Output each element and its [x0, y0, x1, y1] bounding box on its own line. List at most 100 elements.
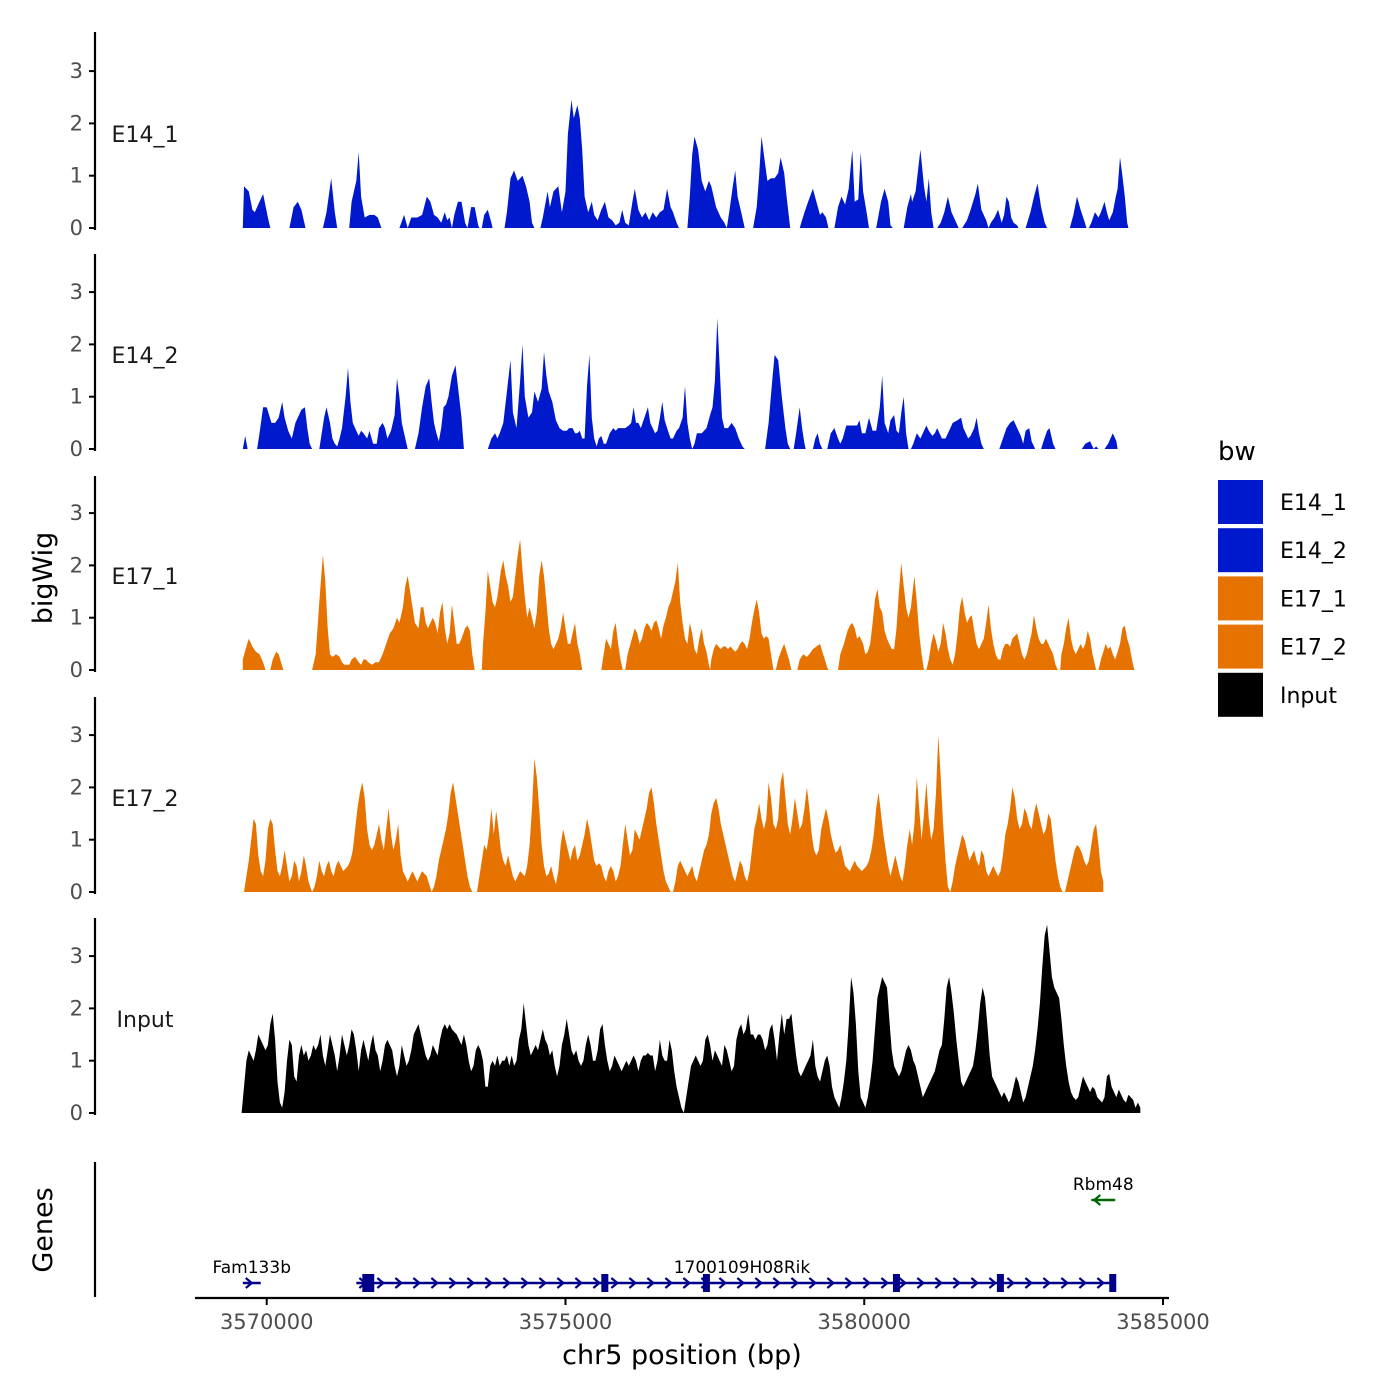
legend-key-E17_1: [1218, 576, 1263, 621]
strand-arrow: [1042, 1277, 1052, 1289]
track-E17_2: 0 1 2 3 E17_2: [70, 697, 1104, 904]
track-label: E14_2: [112, 344, 179, 369]
gene-label: 1700109H08Rik: [674, 1258, 811, 1278]
y-tick-label: 2: [70, 775, 83, 799]
strand-arrow: [646, 1277, 656, 1289]
y-tick-label: 1: [70, 828, 83, 852]
strand-arrow: [448, 1277, 458, 1289]
legend-label-E14_1: E14_1: [1280, 491, 1347, 516]
gene-label: Fam133b: [213, 1258, 291, 1278]
legend-key-E14_2: [1218, 528, 1263, 573]
exon: [362, 1274, 375, 1292]
track-E14_2: 0 1 2 3 E14_2: [70, 254, 1118, 461]
strand-arrow: [934, 1277, 944, 1289]
strand-arrow: [430, 1277, 440, 1289]
track-label: E14_1: [112, 123, 179, 148]
strand-arrow: [970, 1277, 980, 1289]
strand-arrow: [682, 1277, 692, 1289]
strand-arrow: [502, 1277, 512, 1289]
strand-arrow: [664, 1277, 674, 1289]
strand-arrow: [556, 1277, 566, 1289]
strand-arrow: [880, 1277, 890, 1289]
strand-arrow: [718, 1277, 728, 1289]
gene-1700109H08Rik: 1700109H08Rik: [356, 1258, 1117, 1292]
strand-arrow: [1096, 1277, 1106, 1289]
area-E14_1: [242, 99, 1129, 229]
x-tick-label: 3570000: [220, 1310, 314, 1334]
y-tick-label: 2: [70, 553, 83, 577]
genes-axis-title: Genes: [28, 1187, 59, 1272]
area-Input: [241, 924, 1141, 1113]
x-axis: 3570000 3575000 3580000 3585000: [195, 1296, 1210, 1334]
track-Input: 0 1 2 3 Input: [70, 918, 1141, 1125]
gene-track: Fam133b 1700109H08Rik Rbm48: [93, 1162, 1134, 1297]
track-E14_1: 0 1 2 3 E14_1: [70, 32, 1129, 240]
track-label: Input: [117, 1008, 174, 1033]
strand-arrow: [538, 1277, 548, 1289]
y-tick-label: 2: [70, 996, 83, 1020]
gene-Fam133b: Fam133b: [213, 1258, 291, 1289]
strand-arrow: [592, 1277, 602, 1289]
strand-arrow: [376, 1277, 386, 1289]
strand-arrow: [574, 1277, 584, 1289]
legend-label-E14_2: E14_2: [1280, 539, 1347, 564]
strand-arrow: [610, 1277, 620, 1289]
x-tick-label: 3580000: [817, 1310, 911, 1334]
y-tick-label: 0: [70, 216, 83, 240]
gene-Rbm48: Rbm48: [1073, 1175, 1134, 1206]
strand-arrow: [988, 1277, 998, 1289]
exon: [1109, 1274, 1117, 1292]
strand-arrow: [1006, 1277, 1016, 1289]
y-tick-label: 3: [70, 723, 83, 747]
area-E17_1: [242, 539, 1135, 670]
strand-arrow: [898, 1277, 908, 1289]
legend-title: bw: [1218, 437, 1256, 467]
legend-label-E17_2: E17_2: [1280, 636, 1347, 661]
legend: bw E14_1 E14_2 E17_1 E17_2 Input: [1218, 437, 1347, 717]
strand-arrow: [628, 1277, 638, 1289]
strand-arrow: [754, 1277, 764, 1289]
legend-key-E17_2: [1218, 624, 1263, 669]
strand-arrow: [1092, 1194, 1102, 1206]
y-axis-title: bigWig: [28, 532, 59, 625]
exon: [702, 1274, 710, 1292]
strand-arrow: [245, 1277, 254, 1289]
strand-arrow: [826, 1277, 836, 1289]
strand-arrow: [952, 1277, 962, 1289]
y-tick-label: 3: [70, 59, 83, 83]
y-tick-label: 2: [70, 332, 83, 356]
y-tick-label: 0: [70, 1101, 83, 1125]
strand-arrow: [772, 1277, 782, 1289]
legend-label-E17_1: E17_1: [1280, 587, 1347, 612]
strand-arrow: [520, 1277, 530, 1289]
area-E17_2: [244, 735, 1104, 892]
y-tick-label: 3: [70, 280, 83, 304]
y-tick-label: 3: [70, 944, 83, 968]
strand-arrow: [394, 1277, 404, 1289]
legend-key-Input: [1218, 672, 1263, 717]
y-tick-label: 1: [70, 1049, 83, 1073]
y-tick-label: 1: [70, 606, 83, 630]
exon: [601, 1274, 609, 1292]
strand-arrow: [466, 1277, 476, 1289]
exon: [892, 1274, 900, 1292]
track-label: E17_1: [112, 565, 179, 590]
strand-arrow: [412, 1277, 422, 1289]
y-tick-label: 0: [70, 437, 83, 461]
y-tick-label: 0: [70, 658, 83, 682]
strand-arrow: [862, 1277, 872, 1289]
strand-arrow: [484, 1277, 494, 1289]
x-tick-label: 3585000: [1116, 1310, 1210, 1334]
y-tick-label: 2: [70, 111, 83, 135]
strand-arrow: [736, 1277, 746, 1289]
strand-arrow: [916, 1277, 926, 1289]
x-axis-title: chr5 position (bp): [562, 1340, 802, 1371]
track-E17_1: 0 1 2 3 E17_1: [70, 476, 1135, 682]
y-tick-label: 3: [70, 501, 83, 525]
gene-label: Rbm48: [1073, 1175, 1134, 1195]
area-E14_2: [242, 318, 1118, 449]
y-tick-label: 0: [70, 880, 83, 904]
tracks: 0 1 2 3 E14_1 0 1 2 3 E14_2 0 1 2 3 E17_1 0 1 2 3 E17_2 0 1 2 3…: [70, 32, 1141, 1125]
strand-arrow: [790, 1277, 800, 1289]
